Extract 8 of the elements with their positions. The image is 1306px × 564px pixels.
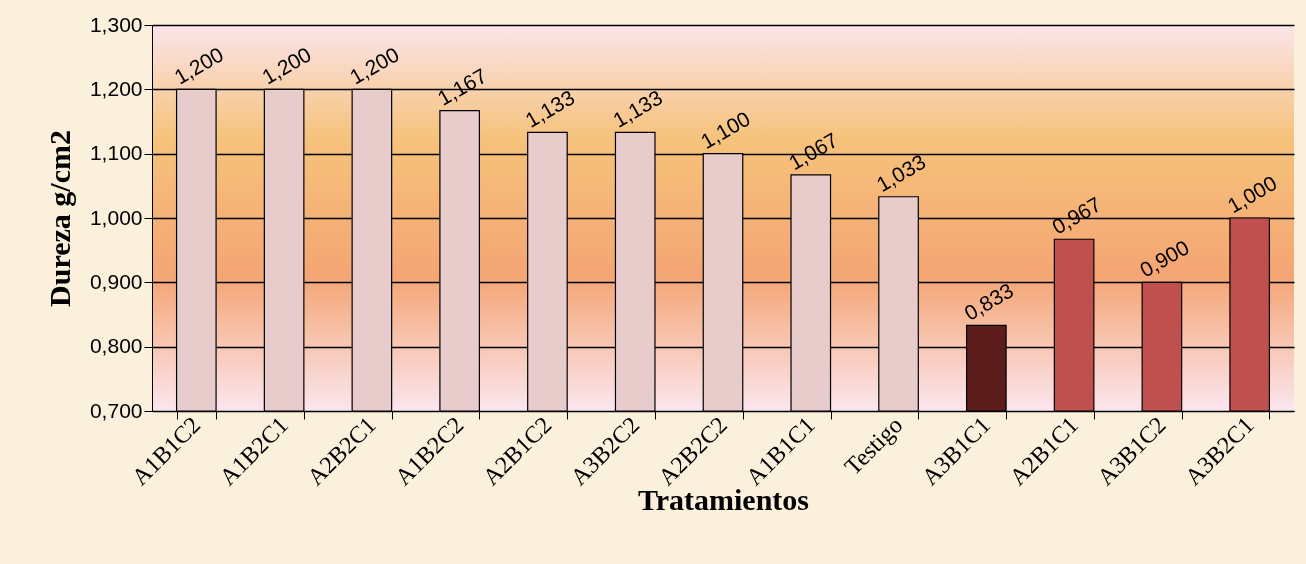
- y-tick-label: 1,100: [89, 141, 143, 165]
- y-tick-label: 1,000: [89, 205, 143, 229]
- y-axis-title: Dureza g/cm2: [42, 130, 76, 307]
- y-tick-label: 0,900: [89, 269, 143, 293]
- data-label: 0,900: [1135, 235, 1193, 282]
- y-tick-label: 1,200: [89, 76, 143, 100]
- y-tick-label: 1,300: [89, 12, 143, 36]
- y-tick-label: 0,800: [89, 334, 143, 358]
